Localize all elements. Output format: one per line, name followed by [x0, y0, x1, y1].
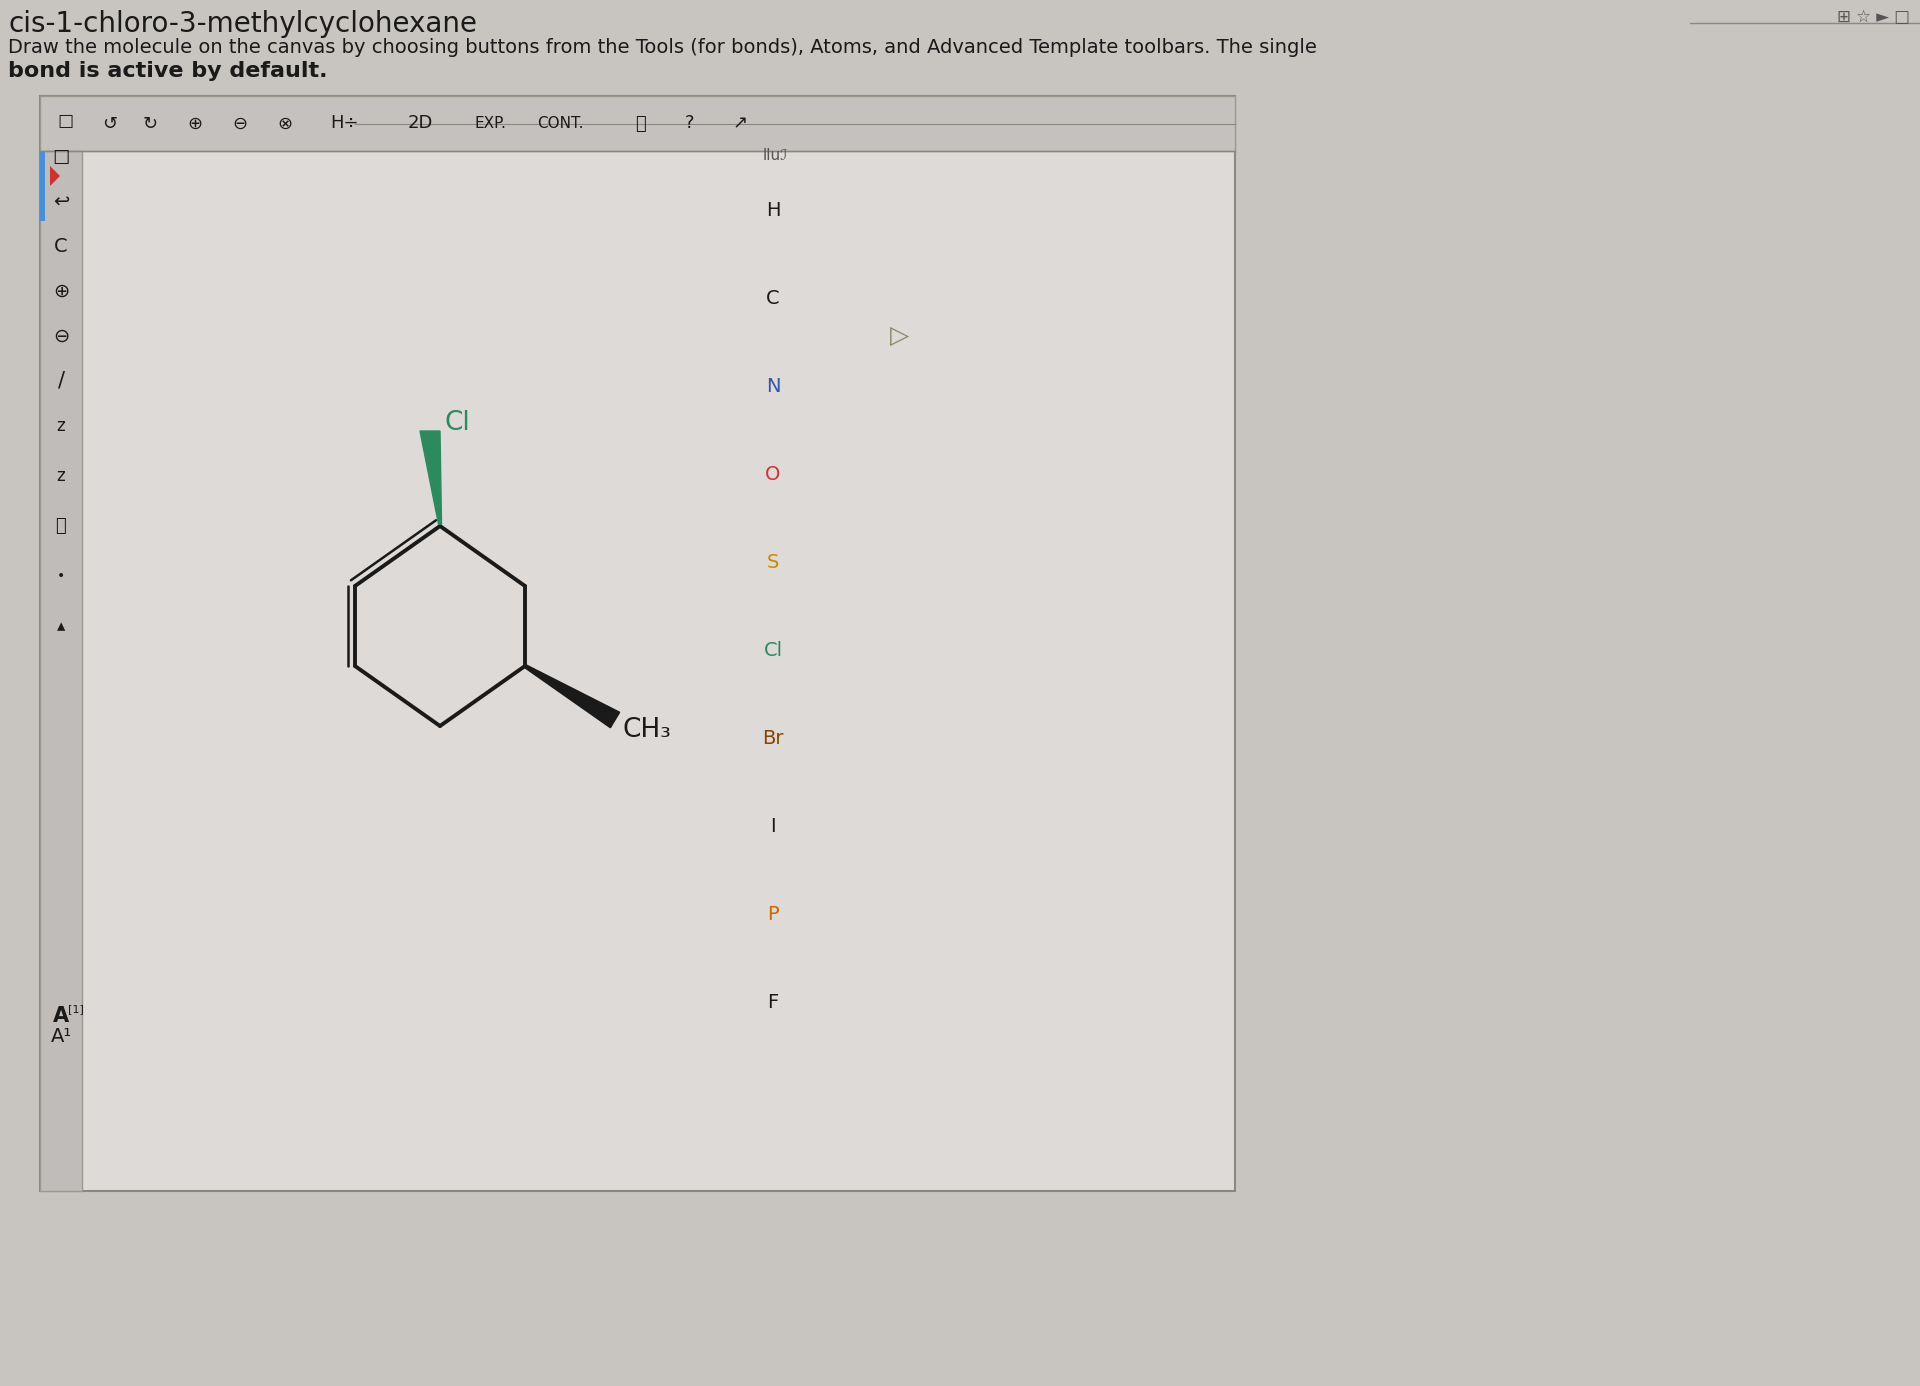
Polygon shape: [50, 166, 60, 186]
Text: Cl: Cl: [764, 642, 783, 661]
Polygon shape: [420, 431, 442, 524]
Text: ☐: ☐: [52, 148, 69, 168]
Text: z: z: [56, 417, 65, 435]
Bar: [40, 151, 83, 1191]
Text: Cl: Cl: [445, 410, 470, 437]
Text: ⊖: ⊖: [232, 115, 248, 133]
Text: S: S: [766, 553, 780, 572]
Text: •: •: [58, 570, 65, 584]
Text: CH₃: CH₃: [622, 717, 672, 743]
Text: ▴: ▴: [58, 617, 65, 635]
Text: ⊞ ☆ ► □: ⊞ ☆ ► □: [1837, 8, 1910, 26]
Text: I: I: [770, 818, 776, 837]
Text: P: P: [768, 905, 780, 924]
Text: ⓘ: ⓘ: [636, 115, 645, 133]
Text: H: H: [766, 201, 780, 220]
Text: lluℐ: lluℐ: [762, 148, 787, 164]
Bar: [40, 96, 1235, 1191]
Polygon shape: [524, 665, 620, 728]
Text: EXP.: EXP.: [474, 116, 507, 132]
Text: A¹: A¹: [50, 1027, 71, 1045]
Text: bond is active by default.: bond is active by default.: [8, 61, 328, 80]
Text: /: /: [58, 371, 65, 391]
Text: Br: Br: [762, 729, 783, 748]
Text: ⊕: ⊕: [188, 115, 204, 133]
Bar: [40, 96, 1235, 151]
Text: z: z: [56, 467, 65, 485]
Text: [1]: [1]: [67, 1003, 84, 1015]
Text: cis-1-chloro-3-methylcyclohexane: cis-1-chloro-3-methylcyclohexane: [8, 10, 476, 37]
Text: ☐: ☐: [58, 115, 73, 133]
Text: ⊖: ⊖: [54, 327, 69, 345]
Text: ↺: ↺: [102, 115, 117, 133]
Text: C: C: [766, 290, 780, 309]
Text: ↗: ↗: [732, 115, 747, 133]
Text: CONT.: CONT.: [538, 116, 584, 132]
Text: ▷: ▷: [891, 324, 910, 348]
Text: ↩: ↩: [54, 191, 69, 211]
Text: ?: ?: [685, 115, 695, 133]
Text: 2D: 2D: [407, 115, 432, 133]
Text: ⌗: ⌗: [56, 517, 67, 535]
Text: ⊗: ⊗: [276, 115, 292, 133]
Text: N: N: [766, 377, 780, 396]
Text: F: F: [768, 994, 780, 1013]
Bar: [40, 151, 44, 220]
Text: ↻: ↻: [142, 115, 157, 133]
Text: A: A: [54, 1006, 69, 1026]
Text: O: O: [766, 466, 781, 485]
Text: C: C: [54, 237, 67, 255]
Text: Draw the molecule on the canvas by choosing buttons from the Tools (for bonds), : Draw the molecule on the canvas by choos…: [8, 37, 1317, 57]
Text: H÷: H÷: [330, 115, 359, 133]
Text: ⊕: ⊕: [54, 281, 69, 301]
